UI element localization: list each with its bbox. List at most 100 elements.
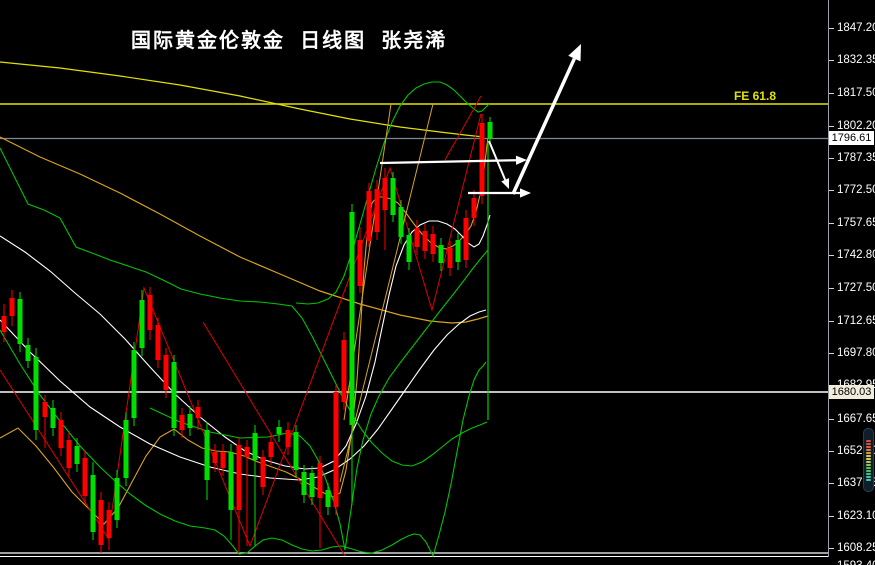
candle-body xyxy=(422,231,428,251)
candle-body xyxy=(471,198,477,218)
candle-body xyxy=(195,407,201,418)
candle-body xyxy=(260,457,266,487)
axis-tick xyxy=(829,483,834,484)
candle-body xyxy=(463,218,469,260)
arrow-pullback xyxy=(488,140,507,181)
candle-body xyxy=(106,510,112,538)
candle-body xyxy=(301,472,307,495)
ma-green-2-line xyxy=(149,249,489,551)
axis-price-label: 1757.65 xyxy=(837,217,875,229)
candle-body xyxy=(212,452,218,463)
axis-tick xyxy=(829,190,834,191)
candle-body xyxy=(374,189,380,232)
candle-body xyxy=(309,473,315,497)
candle-body xyxy=(220,452,226,468)
scrollbar-stripe xyxy=(866,448,871,451)
axis-tick xyxy=(829,60,834,61)
axis-tick xyxy=(829,516,834,517)
candle-body xyxy=(25,345,31,361)
axis-tick xyxy=(829,255,834,256)
candle-body xyxy=(131,350,137,418)
scrollbar-stripe xyxy=(866,469,871,472)
arrow-pullback-head xyxy=(501,178,510,189)
axis-tick xyxy=(829,28,834,29)
candle-body xyxy=(325,490,331,507)
candle-body xyxy=(398,207,404,237)
chart-title: 国际黄金伦敦金 日线图 张尧浠 xyxy=(131,30,448,52)
arrow-rally-head xyxy=(568,44,581,62)
scrollbar-stripe xyxy=(866,463,871,466)
candle-body xyxy=(155,325,161,360)
candle-body xyxy=(406,235,412,262)
axis-tick xyxy=(829,548,834,549)
candle-body xyxy=(479,123,485,196)
ma-white-slow-line xyxy=(0,309,487,481)
ma-yellow-line xyxy=(0,61,485,138)
candle-body xyxy=(430,234,436,254)
candle-body xyxy=(293,432,299,470)
candle-body xyxy=(244,447,250,457)
axis-price-label: 1608.25 xyxy=(837,542,875,554)
scrollbar-stripe xyxy=(866,457,871,460)
current-price-tag: 1796.61 xyxy=(829,131,874,145)
scrollbar-stripe xyxy=(866,475,871,478)
candle-body xyxy=(58,420,64,448)
scrollbar-stripe xyxy=(866,442,871,445)
scrollbar-stripe xyxy=(866,466,871,469)
candle-body xyxy=(98,500,104,545)
price-axis-border xyxy=(828,0,829,557)
candle-body xyxy=(123,420,129,478)
candle-body xyxy=(366,191,372,241)
candle-body xyxy=(171,362,177,428)
scrollbar-stripe xyxy=(866,439,871,442)
candle-body xyxy=(236,445,242,510)
axis-tick xyxy=(829,451,834,452)
candle-body xyxy=(487,122,493,139)
axis-tick xyxy=(829,321,834,322)
candle-body xyxy=(139,300,145,348)
ma-orange-slow-line xyxy=(0,136,489,324)
arrow-rally xyxy=(511,57,576,195)
candle-body xyxy=(317,463,323,498)
scrollbar-thumb[interactable] xyxy=(863,428,874,492)
candle-body xyxy=(204,430,210,480)
candle-body xyxy=(9,298,15,316)
candle-body xyxy=(382,178,388,210)
fib-trend-b-line xyxy=(339,103,434,483)
axis-price-label: 1623.10 xyxy=(837,510,875,522)
candle-body xyxy=(50,408,56,428)
candle-body xyxy=(114,478,120,520)
ma-white-fast-line xyxy=(0,214,491,470)
price-chart-canvas[interactable] xyxy=(0,0,828,565)
arrow-resistance xyxy=(379,159,517,165)
candle-body xyxy=(341,340,347,402)
support-price-tag: 1680.03 xyxy=(829,385,874,399)
candle-body xyxy=(390,178,396,215)
red-trend-rise-line xyxy=(444,95,482,161)
scrollbar-stripe xyxy=(866,451,871,454)
candle-body xyxy=(147,295,153,330)
axis-price-label: 1712.65 xyxy=(837,315,875,327)
axis-price-label: 1772.50 xyxy=(837,184,875,196)
candle-body xyxy=(447,248,453,268)
axis-price-label: 1847.20 xyxy=(837,22,875,34)
arrow-resistance-head xyxy=(515,155,527,165)
candle-body xyxy=(90,475,96,532)
candle-body xyxy=(228,452,234,510)
candle-body xyxy=(333,392,339,507)
axis-tick xyxy=(829,288,834,289)
fibonacci-expansion-label: FE 61.8 xyxy=(733,89,776,103)
axis-tick xyxy=(829,419,834,420)
scrollbar-stripe xyxy=(866,472,871,475)
candle-body xyxy=(17,299,23,344)
band-green-mid-line xyxy=(0,147,488,467)
axis-price-label: 1817.50 xyxy=(837,87,875,99)
axis-price-label: 1802.20 xyxy=(837,120,875,132)
ma-orange-fast-line xyxy=(0,122,491,525)
candle-body xyxy=(414,228,420,247)
chart-area[interactable]: 国际黄金伦敦金 日线图 张尧浠 FE 61.8 xyxy=(0,0,828,565)
candle-body xyxy=(357,240,363,286)
scrollbar-stripe xyxy=(866,445,871,448)
candle-body xyxy=(74,446,80,464)
